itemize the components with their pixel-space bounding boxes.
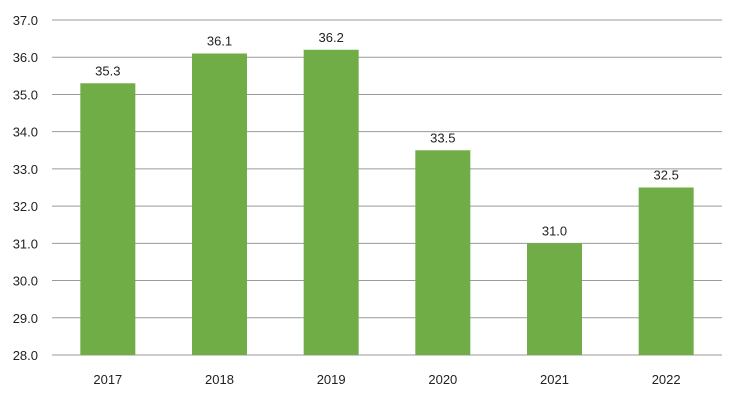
bar-2017 [80, 83, 136, 356]
y-tick-label: 29.0 [13, 311, 38, 326]
data-labels: 35.3 36.1 36.2 33.5 31.0 32.5 [95, 30, 679, 239]
x-tick-label-2022: 2022 [652, 372, 681, 387]
y-tick-label: 31.0 [13, 236, 38, 251]
y-tick-label: 37.0 [13, 13, 38, 28]
data-label-2021: 31.0 [542, 223, 567, 238]
bar-2022 [638, 187, 694, 355]
x-tick-label-2018: 2018 [205, 372, 234, 387]
y-tick-label: 36.0 [13, 50, 38, 65]
gridlines [52, 19, 722, 356]
y-tick-label: 33.0 [13, 162, 38, 177]
x-tick-label-2017: 2017 [93, 372, 122, 387]
data-label-2019: 36.2 [319, 30, 344, 45]
bar-2018 [192, 53, 247, 355]
y-axis-ticks: 28.0 29.0 30.0 31.0 32.0 33.0 34.0 35.0 36.0 37.0 [13, 13, 38, 363]
bar-2020 [415, 150, 471, 355]
y-tick-label: 30.0 [13, 274, 38, 289]
x-tick-label-2019: 2019 [317, 372, 346, 387]
y-tick-label: 32.0 [13, 199, 38, 214]
bar-2021 [527, 243, 582, 355]
y-tick-label: 28.0 [13, 348, 38, 363]
x-tick-label-2020: 2020 [428, 372, 457, 387]
x-tick-label-2021: 2021 [540, 372, 569, 387]
data-label-2018: 36.1 [207, 34, 232, 49]
x-axis-ticks: 2017 2018 2019 2020 2021 2022 [93, 372, 680, 387]
data-label-2017: 35.3 [95, 63, 120, 78]
bars [80, 49, 694, 356]
data-label-2020: 33.5 [430, 130, 455, 145]
bar-2019 [303, 49, 359, 356]
y-tick-label: 35.0 [13, 87, 38, 102]
data-label-2022: 32.5 [654, 168, 679, 183]
y-tick-label: 34.0 [13, 125, 38, 140]
